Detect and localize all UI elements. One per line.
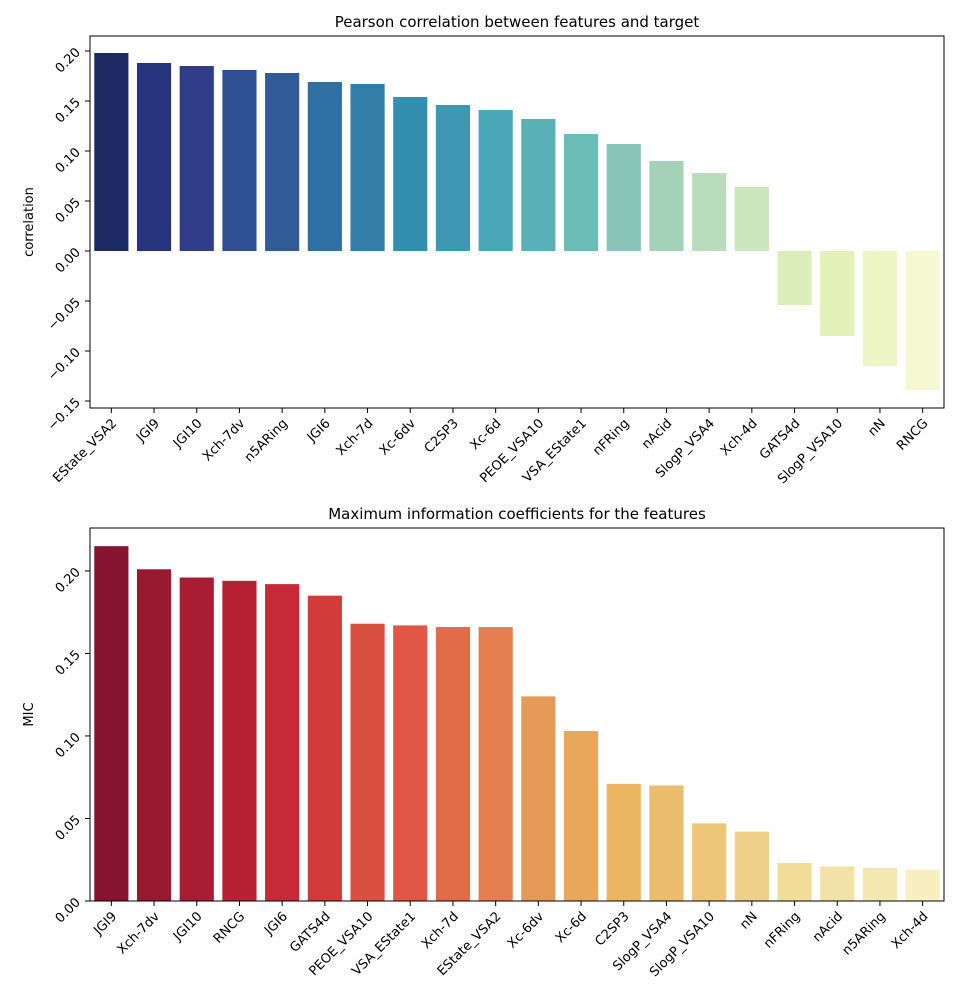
- y-tick-label: −0.05: [45, 295, 84, 334]
- x-tick-label-Xc-6d: Xc-6d: [553, 909, 590, 946]
- bar-Xc-6d: [478, 110, 513, 251]
- x-tick-label-nFRing: nFRing: [590, 416, 632, 458]
- x-tick-label-C2SP3: C2SP3: [422, 416, 462, 456]
- bar-VSA_EState1: [393, 625, 428, 901]
- bar-JGI9: [94, 546, 129, 901]
- x-tick-label-JGI6: JGI6: [304, 416, 334, 446]
- y-tick-label: 0.15: [53, 648, 84, 679]
- x-tick-label-Xc-6d: Xc-6d: [468, 416, 505, 453]
- bar-Xch-7dv: [222, 70, 257, 251]
- bar-RNCG: [905, 251, 940, 390]
- x-tick-label-RNCG: RNCG: [211, 909, 248, 946]
- bar-Xc-6dv: [393, 97, 428, 251]
- bar-Xc-6dv: [521, 696, 556, 901]
- bar-Xch-4d: [734, 187, 769, 251]
- y-tick-label: 0.05: [53, 813, 84, 844]
- bar-Xch-7dv: [136, 569, 172, 901]
- y-tick-label: 0.00: [53, 895, 84, 926]
- x-tick-label-JGI9: JGI9: [133, 416, 163, 446]
- bar-nFRing: [606, 144, 641, 251]
- bar-JGI6: [307, 82, 342, 251]
- x-tick-label-Xc-6dv: Xc-6dv: [377, 416, 420, 459]
- x-tick-label-Xch-7dv: Xch-7dv: [115, 909, 163, 957]
- x-tick-label-RNCG: RNCG: [894, 416, 931, 453]
- bar-RNCG: [222, 580, 257, 901]
- x-tick-label-Xch-7d: Xch-7d: [334, 416, 377, 459]
- y-tick-label: 0.20: [53, 565, 84, 596]
- x-tick-label-JGI10: JGI10: [170, 416, 206, 452]
- chart-panel-2: Maximum information coefficients for the…: [22, 505, 945, 980]
- x-tick-label-Xch-4d: Xch-4d: [889, 909, 932, 952]
- bar-GATS4d: [307, 595, 342, 901]
- bar-PEOE_VSA10: [521, 119, 556, 251]
- bar-nAcid: [649, 161, 684, 251]
- bar-PEOE_VSA10: [350, 623, 385, 901]
- axes-frame: [89, 527, 945, 902]
- x-tick-label-C2SP3: C2SP3: [592, 909, 632, 949]
- y-axis-label: correlation: [22, 187, 37, 257]
- y-tick-label: 0.10: [53, 145, 84, 176]
- x-tick-label-nAcid: nAcid: [639, 416, 675, 452]
- y-tick-label: −0.10: [45, 345, 84, 384]
- y-tick-label: 0.10: [53, 730, 84, 761]
- chart-panel-1: Pearson correlation between features and…: [22, 13, 945, 487]
- axes-frame: [89, 35, 945, 409]
- bar-SlogP_VSA10: [820, 251, 855, 336]
- x-tick-label-Xch-4d: Xch-4d: [718, 416, 761, 459]
- bar-VSA_EState1: [563, 134, 599, 251]
- bar-C2SP3: [606, 783, 641, 901]
- bar-SlogP_VSA4: [649, 785, 684, 901]
- bar-JGI6: [265, 584, 300, 901]
- x-tick-label-Xc-6dv: Xc-6dv: [505, 909, 548, 952]
- y-tick-label: 0.20: [53, 45, 84, 76]
- chart-title: Pearson correlation between features and…: [335, 13, 700, 31]
- bar-Xc-6d: [563, 731, 599, 901]
- bar-nN: [734, 831, 769, 901]
- x-tick-label-Xch-7d: Xch-7d: [419, 909, 462, 952]
- x-tick-label-n5ARing: n5ARing: [242, 416, 291, 465]
- x-tick-label-nFRing: nFRing: [761, 909, 803, 951]
- x-tick-label-Xch-7dv: Xch-7dv: [200, 416, 248, 464]
- x-tick-label-JGI10: JGI10: [170, 909, 206, 945]
- bar-nFRing: [777, 863, 812, 901]
- bar-n5ARing: [862, 867, 898, 901]
- bar-SlogP_VSA4: [692, 173, 727, 251]
- bar-Xch-7d: [435, 627, 471, 901]
- bar-JGI10: [179, 66, 214, 251]
- chart-title: Maximum information coefficients for the…: [328, 505, 706, 523]
- bar-n5ARing: [265, 73, 300, 251]
- x-tick-label-n5ARing: n5ARing: [840, 909, 889, 958]
- bar-C2SP3: [435, 105, 471, 251]
- x-tick-label-JGI9: JGI9: [90, 909, 120, 939]
- x-tick-label-JGI6: JGI6: [261, 909, 291, 939]
- y-tick-label: −0.15: [45, 395, 84, 434]
- bar-EState_VSA2: [478, 627, 513, 901]
- x-tick-label-nAcid: nAcid: [810, 909, 846, 945]
- bar-nAcid: [820, 866, 855, 901]
- bar-Xch-7d: [350, 84, 385, 251]
- bar-nN: [862, 251, 898, 366]
- y-tick-label: 0.05: [53, 195, 84, 226]
- y-tick-label: 0.00: [53, 245, 84, 276]
- y-tick-label: 0.15: [53, 95, 84, 126]
- bar-Xch-4d: [905, 869, 940, 901]
- x-tick-label-nN: nN: [737, 909, 760, 932]
- bar-GATS4d: [777, 251, 812, 305]
- x-tick-label-nN: nN: [865, 416, 888, 439]
- bar-SlogP_VSA10: [692, 823, 727, 901]
- bar-JGI10: [179, 577, 214, 901]
- y-axis-label: MIC: [22, 702, 37, 726]
- bar-EState_VSA2: [94, 53, 129, 251]
- bar-JGI9: [136, 63, 172, 251]
